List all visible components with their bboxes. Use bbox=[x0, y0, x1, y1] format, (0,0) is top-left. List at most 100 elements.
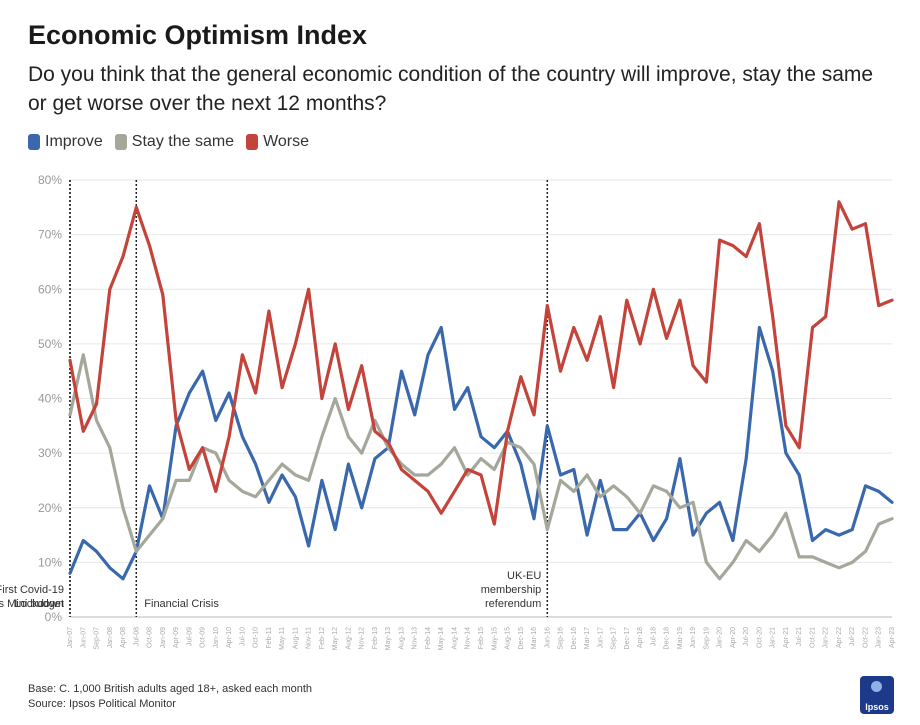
x-tick-label: Jul-18 bbox=[650, 627, 657, 646]
annotation-label: Lockdown bbox=[14, 598, 64, 610]
footer-base: Base: C. 1,000 British adults aged 18+, … bbox=[28, 683, 313, 695]
x-tick-label: Jul-09 bbox=[186, 627, 193, 646]
x-tick-label: Feb-14 bbox=[425, 627, 432, 649]
footer-source: Source: Ipsos Political Monitor bbox=[28, 698, 176, 710]
x-tick-label: Jan-22 bbox=[823, 627, 830, 649]
x-tick-label: May-14 bbox=[438, 627, 445, 650]
y-tick-label: 80% bbox=[38, 173, 62, 187]
x-tick-label: Apr-08 bbox=[120, 627, 127, 648]
x-tick-label: Jul-20 bbox=[743, 627, 750, 646]
annotation-label: Truss Mini budget bbox=[0, 598, 64, 610]
x-tick-label: Sep-19 bbox=[703, 627, 710, 650]
series-line-improve bbox=[68, 325, 894, 581]
footer: Base: C. 1,000 British adults aged 18+, … bbox=[28, 682, 312, 712]
y-tick-label: 20% bbox=[38, 501, 62, 515]
x-tick-label: Jul-22 bbox=[849, 627, 856, 646]
chart-title: Economic Optimism Index bbox=[28, 20, 368, 50]
x-tick-label: Mar-17 bbox=[584, 627, 591, 649]
x-tick-label: Oct-20 bbox=[756, 627, 763, 648]
x-tick-label: Jun-16 bbox=[544, 627, 551, 649]
x-tick-label: Jan-07 bbox=[67, 627, 74, 649]
x-tick-label: Dec-17 bbox=[624, 627, 631, 650]
x-tick-label: Feb-13 bbox=[372, 627, 379, 649]
x-tick-label: Feb-12 bbox=[319, 627, 326, 649]
x-tick-label: Apr-20 bbox=[730, 627, 737, 648]
x-tick-label: Jan-21 bbox=[770, 627, 777, 649]
y-tick-label: 10% bbox=[38, 555, 62, 569]
x-tick-label: Aug-14 bbox=[451, 627, 458, 650]
annotation-label: referendum bbox=[485, 598, 541, 610]
x-tick-label: Aug-13 bbox=[398, 627, 405, 650]
x-tick-label: Sep-07 bbox=[94, 627, 101, 650]
x-tick-label: May-13 bbox=[385, 627, 392, 650]
x-tick-label: Jan-20 bbox=[717, 627, 724, 649]
x-tick-label: Nov-14 bbox=[465, 627, 472, 650]
x-tick-label: Dec-16 bbox=[571, 627, 578, 650]
x-tick-label: Jun-17 bbox=[597, 627, 604, 649]
x-tick-label: Nov-13 bbox=[412, 627, 419, 650]
x-tick-label: Sep-16 bbox=[558, 627, 565, 650]
x-tick-label: Apr-21 bbox=[783, 627, 790, 648]
series-line-worse bbox=[68, 200, 894, 526]
x-tick-label: Jul-08 bbox=[133, 627, 140, 646]
x-tick-label: Sep-17 bbox=[611, 627, 618, 650]
x-tick-label: Apr-22 bbox=[836, 627, 843, 648]
x-tick-label: Oct-21 bbox=[809, 627, 816, 648]
x-tick-label: May-11 bbox=[279, 627, 286, 650]
legend-swatch-worse bbox=[246, 134, 259, 150]
legend-label-stay: Stay the same bbox=[131, 133, 235, 150]
legend-swatch-stay bbox=[114, 134, 127, 150]
x-tick-label: Jun-07 bbox=[80, 627, 87, 649]
line-chart: 0% 10% 20% 30% 40% 50% 60% 70% 80% Jan-07 Jun-07 Se… bbox=[0, 173, 896, 650]
x-tick-label: Oct-10 bbox=[253, 627, 260, 648]
legend-swatch-improve bbox=[28, 134, 40, 150]
logo-mark bbox=[871, 681, 882, 692]
x-tick-label: Apr-10 bbox=[226, 627, 233, 648]
annotation-label: Financial Crisis bbox=[144, 598, 219, 610]
x-tick-label: Aug-11 bbox=[292, 627, 299, 649]
logo-text: Ipsos bbox=[865, 702, 889, 712]
series-line-stay-the-same bbox=[68, 353, 894, 581]
x-tick-label: May-15 bbox=[491, 627, 498, 650]
x-tick-label: Dec-15 bbox=[518, 627, 525, 650]
x-tick-label: Oct-22 bbox=[862, 627, 869, 648]
legend-item-improve[interactable]: Improve bbox=[28, 133, 103, 151]
legend-item-stay[interactable]: Stay the same bbox=[114, 133, 235, 151]
y-tick-label: 30% bbox=[38, 446, 62, 460]
y-tick-label: 40% bbox=[38, 392, 62, 406]
x-tick-label: Mar-16 bbox=[531, 627, 538, 649]
y-tick-label: 60% bbox=[38, 282, 62, 296]
x-tick-label: Feb-15 bbox=[478, 627, 485, 649]
annotation-label: UK-EU bbox=[507, 570, 541, 582]
x-tick-label: Nov-12 bbox=[359, 627, 366, 650]
y-tick-label: 70% bbox=[38, 228, 62, 242]
x-tick-label: Apr-23 bbox=[889, 627, 896, 648]
y-tick-label: 0% bbox=[45, 610, 63, 624]
x-tick-label: Mar-19 bbox=[677, 627, 684, 649]
chart-subtitle: Do you think that the general economic c… bbox=[28, 63, 874, 115]
x-tick-label: Jan-08 bbox=[107, 627, 114, 649]
x-tick-label: Jul-21 bbox=[796, 627, 803, 646]
x-tick-label: Jan-09 bbox=[160, 627, 167, 649]
x-tick-label: Jun-19 bbox=[690, 627, 697, 649]
annotation-label: membership bbox=[481, 584, 542, 596]
x-tick-label: May-12 bbox=[332, 627, 339, 650]
x-tick-label: Apr-18 bbox=[637, 627, 644, 648]
x-tick-label: Apr-09 bbox=[173, 627, 180, 648]
x-tick-label: Jan-10 bbox=[213, 627, 220, 649]
legend-item-worse[interactable]: Worse bbox=[246, 133, 309, 151]
x-tick-label: Jan-23 bbox=[876, 627, 883, 649]
x-tick-label: Dec-18 bbox=[664, 627, 671, 650]
legend: Improve Stay the same Worse bbox=[28, 133, 309, 151]
x-tick-label: Oct-09 bbox=[200, 627, 207, 648]
annotation-label: First Covid-19 bbox=[0, 584, 64, 596]
x-tick-label: Jul-10 bbox=[239, 627, 246, 646]
x-tick-label: Feb-11 bbox=[266, 627, 273, 649]
y-tick-label: 50% bbox=[38, 337, 62, 351]
legend-label-worse: Worse bbox=[263, 133, 310, 150]
x-tick-label: Aug-15 bbox=[505, 627, 512, 650]
ipsos-logo: Ipsos bbox=[860, 676, 894, 714]
x-tick-label: Nov-11 bbox=[306, 627, 313, 649]
x-tick-label: Aug-12 bbox=[345, 627, 352, 650]
x-tick-label: Oct-08 bbox=[147, 627, 154, 648]
